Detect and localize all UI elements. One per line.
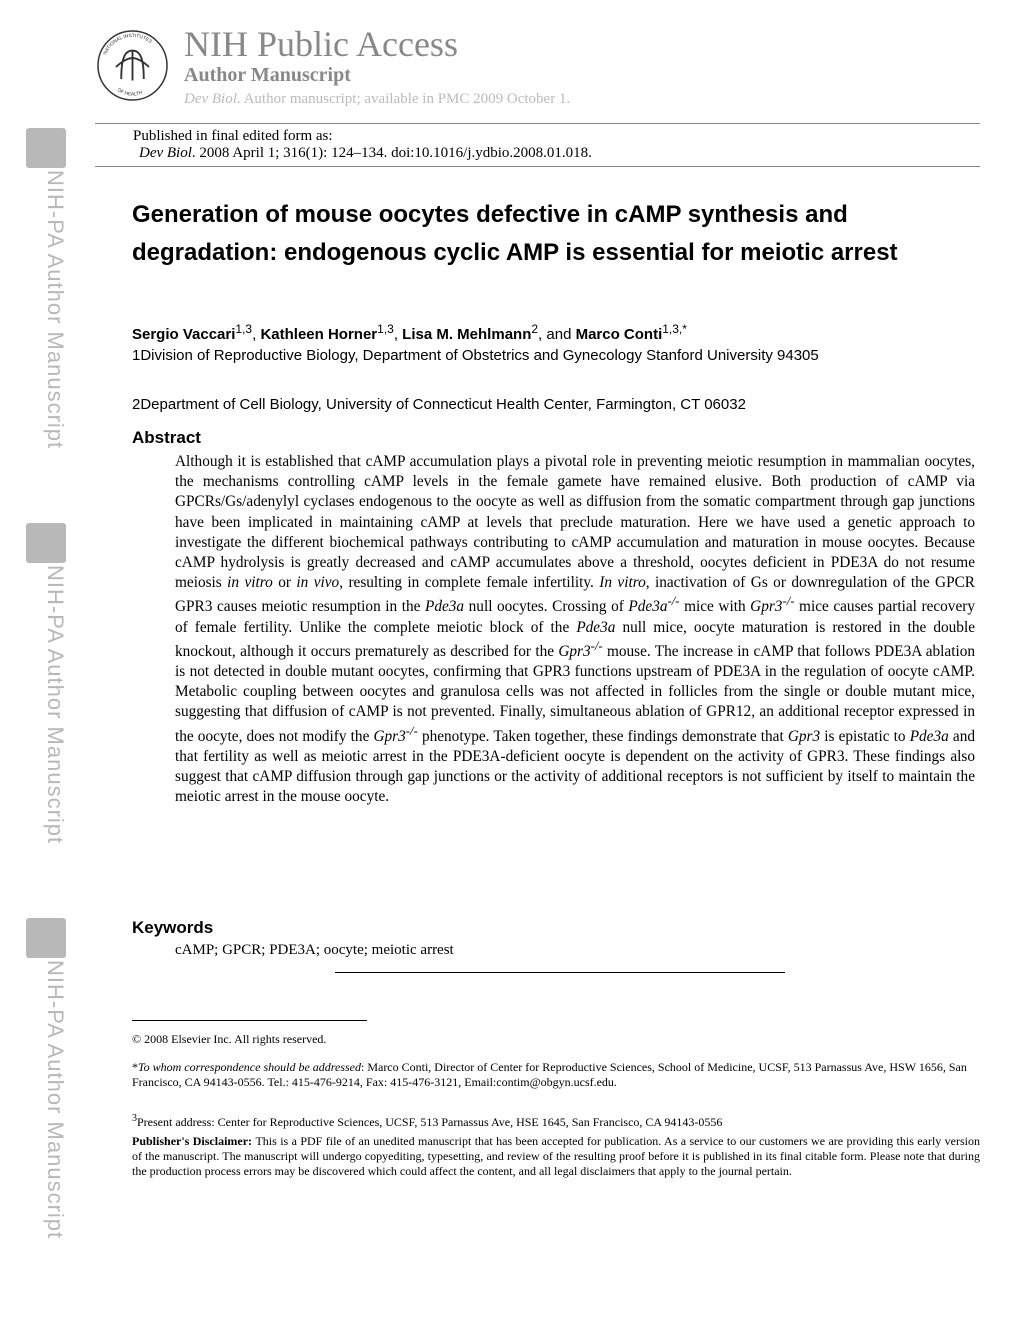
- author-2-affil: 1,3: [377, 322, 394, 336]
- watermark-text-1: NIH-PA Author Manuscript: [28, 170, 68, 449]
- abstract-text: null oocytes. Crossing of: [464, 598, 628, 615]
- abstract-text: Although it is established that cAMP acc…: [175, 453, 975, 591]
- abstract-ital: Pde3a: [910, 728, 949, 745]
- published-label: Published in final edited form as:: [133, 128, 978, 145]
- author-4-name: Marco Conti: [576, 326, 663, 343]
- disclaimer-footnote: Publisher's Disclaimer: This is a PDF fi…: [132, 1134, 980, 1179]
- abstract-ital: in vitro: [227, 574, 273, 591]
- header-citation: Dev Biol. Author manuscript; available i…: [184, 91, 570, 108]
- published-block: Published in final edited form as: Dev B…: [95, 123, 980, 167]
- header-citation-journal: Dev Biol: [184, 91, 237, 107]
- nih-public-access-title: NIH Public Access: [184, 26, 570, 62]
- svg-text:OF HEALTH: OF HEALTH: [116, 87, 144, 97]
- author-1-name: Sergio Vaccari: [132, 326, 235, 343]
- correspondence-footnote: *To whom correspondence should be addres…: [132, 1060, 980, 1090]
- watermark-text-2: NIH-PA Author Manuscript: [28, 565, 68, 844]
- corresp-ital: To whom correspondence should be address…: [138, 1060, 361, 1074]
- affiliation-1: 1Division of Reproductive Biology, Depar…: [132, 345, 980, 366]
- published-journal: Dev Biol: [139, 145, 192, 161]
- published-citation: Dev Biol. 2008 April 1; 316(1): 124–134.…: [139, 145, 978, 162]
- abstract-ital: Pde3a: [576, 619, 615, 636]
- abstract-sup: -/-: [591, 639, 603, 653]
- article-title: Generation of mouse oocytes defective in…: [132, 196, 980, 273]
- abstract-sup: -/-: [668, 594, 680, 608]
- abstract-text: , resulting in complete female infertili…: [339, 574, 599, 591]
- present-address-footnote: 3Present address: Center for Reproductiv…: [132, 1113, 980, 1130]
- disclaimer-label: Publisher's Disclaimer:: [132, 1134, 255, 1148]
- abstract-ital: In vitro: [599, 574, 645, 591]
- affiliation-1-text: Division of Reproductive Biology, Depart…: [140, 347, 818, 364]
- abstract-text: is epistatic to: [820, 728, 910, 745]
- author-3-affil: 2: [531, 322, 538, 336]
- separator-line: [335, 972, 785, 973]
- abstract-text: or: [273, 574, 297, 591]
- abstract-ital: Gpr3: [788, 728, 820, 745]
- abstract-sup: -/-: [782, 594, 794, 608]
- watermark-logo-2: [26, 523, 66, 563]
- abstract-body: Although it is established that cAMP acc…: [175, 452, 975, 807]
- watermark-text-3: NIH-PA Author Manuscript: [28, 960, 68, 1239]
- abstract-heading: Abstract: [132, 428, 201, 448]
- footnote-separator: [132, 1020, 367, 1021]
- header-block: NATIONAL INSTITUTES OF HEALTH NIH Public…: [95, 28, 980, 108]
- nih-seal-logo: NATIONAL INSTITUTES OF HEALTH: [95, 28, 170, 103]
- author-2-name: Kathleen Horner: [260, 326, 377, 343]
- abstract-text: mice with: [680, 598, 751, 615]
- affiliation-2-text: Department of Cell Biology, University o…: [140, 396, 746, 413]
- abstract-ital: Gpr3: [750, 598, 782, 615]
- abstract-ital: Gpr3: [558, 643, 590, 660]
- author-3-name: Lisa M. Mehlmann: [402, 326, 531, 343]
- published-rest: . 2008 April 1; 316(1): 124–134. doi:10.…: [192, 145, 592, 161]
- keywords-body: cAMP; GPCR; PDE3A; oocyte; meiotic arres…: [175, 942, 975, 959]
- keywords-heading: Keywords: [132, 918, 213, 938]
- abstract-sup: -/-: [406, 724, 418, 738]
- author-1-affil: 1,3: [235, 322, 252, 336]
- abstract-ital: Pde3a: [628, 598, 667, 615]
- copyright-footnote: © 2008 Elsevier Inc. All rights reserved…: [132, 1032, 980, 1047]
- watermark-logo-1: [26, 128, 66, 168]
- abstract-ital: in vivo: [296, 574, 339, 591]
- nih-text-block: NIH Public Access Author Manuscript Dev …: [184, 28, 570, 108]
- affiliation-2: 2Department of Cell Biology, University …: [132, 394, 980, 415]
- author-manuscript-subtitle: Author Manuscript: [184, 64, 570, 87]
- disclaimer-text: This is a PDF file of an unedited manusc…: [132, 1134, 980, 1178]
- author-list: Sergio Vaccari1,3, Kathleen Horner1,3, L…: [132, 320, 980, 347]
- abstract-ital: Gpr3: [373, 728, 405, 745]
- header-citation-rest: . Author manuscript; available in PMC 20…: [237, 91, 570, 107]
- watermark-logo-3: [26, 918, 66, 958]
- abstract-ital: Pde3a: [425, 598, 464, 615]
- present-text: Present address: Center for Reproductive…: [137, 1115, 722, 1129]
- abstract-text: phenotype. Taken together, these finding…: [418, 728, 788, 745]
- author-4-affil: 1,3,*: [662, 322, 687, 336]
